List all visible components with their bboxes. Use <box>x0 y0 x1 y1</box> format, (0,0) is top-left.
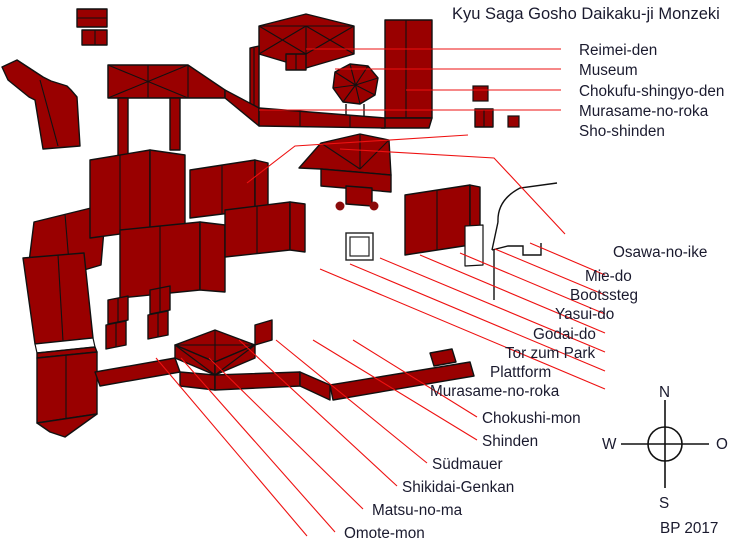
svg-text:Osawa-no-ike: Osawa-no-ike <box>613 244 707 261</box>
svg-text:N: N <box>659 384 670 401</box>
svg-text:Kyu Saga Gosho Daikaku-ji Monz: Kyu Saga Gosho Daikaku-ji Monzeki <box>452 5 720 23</box>
svg-text:Yasui-do: Yasui-do <box>555 306 614 323</box>
svg-text:Matsu-no-ma: Matsu-no-ma <box>372 502 463 519</box>
svg-text:S: S <box>659 495 669 512</box>
svg-text:Murasame-no-roka: Murasame-no-roka <box>579 103 709 120</box>
svg-text:Museum: Museum <box>579 62 638 79</box>
svg-text:Murasame-no-roka: Murasame-no-roka <box>430 383 560 400</box>
svg-text:Südmauer: Südmauer <box>432 456 503 473</box>
svg-text:Omote-mon: Omote-mon <box>344 525 425 539</box>
svg-text:Shinden: Shinden <box>482 433 538 450</box>
svg-text:Sho-shinden: Sho-shinden <box>579 123 665 140</box>
svg-text:Godai-do: Godai-do <box>533 326 596 343</box>
svg-text:BP 2017: BP 2017 <box>660 520 718 537</box>
svg-text:Tor zum Park: Tor zum Park <box>505 345 595 362</box>
svg-text:O: O <box>716 436 728 453</box>
svg-text:Reimei-den: Reimei-den <box>579 42 657 59</box>
svg-text:Plattform: Plattform <box>490 364 551 381</box>
svg-text:Shikidai-Genkan: Shikidai-Genkan <box>402 479 514 496</box>
svg-text:Chokushi-mon: Chokushi-mon <box>482 410 581 427</box>
svg-text:Bootssteg: Bootssteg <box>570 287 638 304</box>
svg-text:Chokufu-shingyo-den: Chokufu-shingyo-den <box>579 83 724 100</box>
svg-text:Mie-do: Mie-do <box>585 268 632 285</box>
svg-text:W: W <box>602 436 617 453</box>
